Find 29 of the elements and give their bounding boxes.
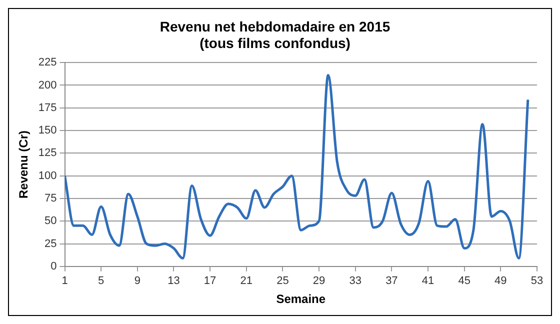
x-tick-label: 53 [530,275,544,288]
y-tick-label: 25 [44,238,57,250]
y-axis-title: Revenu (Cr) [16,130,31,199]
x-tick-label: 21 [240,275,253,288]
y-tick-label: 100 [38,170,57,182]
x-tick-label: 33 [349,275,362,288]
text: (tous films confondus) [200,35,350,52]
x-tick-label: 37 [386,275,398,288]
y-tick-label: 225 [38,56,57,69]
y-tick-label: 125 [38,147,57,160]
x-tick-label: 49 [494,275,507,288]
x-axis-title: Semaine [276,292,326,306]
x-tick-label: 25 [276,275,289,288]
y-tick-label: 0 [50,260,57,272]
y-tick-label: 200 [38,79,57,92]
y-tick-label: 50 [44,215,57,228]
y-tick-label: 175 [38,102,57,114]
x-tick-label: 9 [134,275,140,288]
x-tick-label: 29 [312,275,326,288]
y-tick-label: 75 [44,192,57,204]
y-tick-label: 150 [38,124,57,137]
x-tick-label: 41 [422,275,434,288]
x-tick-label: 5 [98,275,104,288]
text: Revenu net hebdomadaire en 2015 [160,18,390,34]
line-series [64,74,530,260]
x-tick-label: 1 [62,275,68,288]
x-tick-label: 45 [458,275,470,288]
x-tick-label: 17 [204,275,216,288]
x-tick-label: 13 [168,275,180,288]
